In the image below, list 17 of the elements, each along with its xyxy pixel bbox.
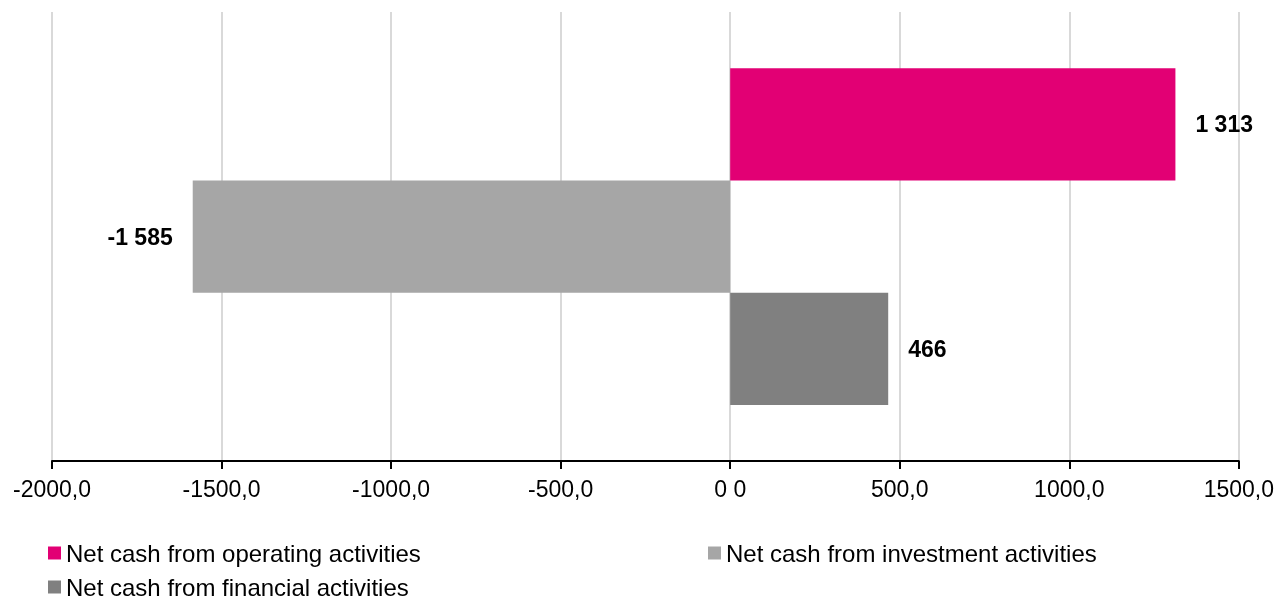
bar: [192, 180, 731, 293]
x-tick-label: 1500,0: [1203, 475, 1275, 502]
legend-label: Net cash from investment activities: [726, 539, 1097, 567]
x-tick-label: -500,0: [528, 475, 594, 502]
x-tick-label: -2000,0: [12, 475, 92, 502]
x-tick-label: 0 0: [714, 475, 747, 502]
x-tick-label: 1000,0: [1034, 475, 1105, 502]
legend-label: Net cash from financial activities: [66, 573, 409, 601]
x-tick-label: 500,0: [870, 475, 929, 502]
data-label: -1 585: [107, 223, 173, 250]
data-label: 466: [908, 335, 947, 362]
bar: [730, 292, 889, 405]
data-label: 1 313: [1195, 111, 1253, 138]
legend-label: Net cash from operating activities: [66, 539, 421, 567]
bar: [730, 68, 1176, 181]
x-tick-label: -1500,0: [182, 475, 261, 502]
x-tick-label: -1000,0: [352, 475, 431, 502]
